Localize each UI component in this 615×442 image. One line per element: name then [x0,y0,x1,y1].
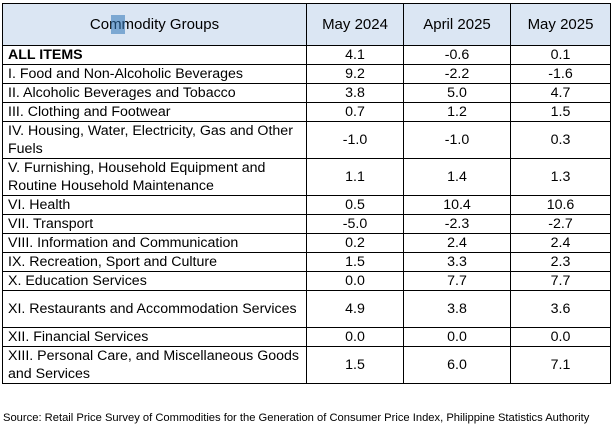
commodity-group-name: VI. Health [2,195,307,215]
value-may-2025: 4.7 [510,83,611,103]
value-may-2025: -2.7 [510,214,611,234]
value-may-2024: 0.0 [306,271,404,291]
table-row: III. Clothing and Footwear 0.7 1.2 1.5 [2,102,611,122]
header-row: Commodity Groups May 2024 April 2025 May… [2,3,611,46]
commodity-group-name: IV. Housing, Water, Electricity, Gas and… [2,121,307,159]
value-may-2024: 3.8 [306,83,404,103]
commodity-group-name: XI. Restaurants and Accommodation Servic… [2,290,307,328]
value-may-2025: 2.4 [510,233,611,253]
value-may-2024: 1.1 [306,158,404,196]
value-may-2025: 3.6 [510,290,611,328]
header-may-2025: May 2025 [510,3,611,46]
value-april-2025: -1.0 [403,121,511,159]
commodity-group-name: X. Education Services [2,271,307,291]
value-may-2024: 0.7 [306,102,404,122]
table-row: II. Alcoholic Beverages and Tobacco 3.8 5.… [2,83,611,103]
value-april-2025: -2.3 [403,214,511,234]
table-row: X. Education Services 0.0 7.7 7.7 [2,271,611,291]
value-may-2024: 0.5 [306,195,404,215]
value-may-2025: 1.3 [510,158,611,196]
commodity-group-name: I. Food and Non-Alcoholic Beverages [2,64,307,84]
commodity-group-name: V. Furnishing, Household Equipment and R… [2,158,307,196]
value-may-2024: 1.5 [306,346,404,384]
source-note: Source: Retail Price Survey of Commoditi… [3,412,590,424]
table-row: XI. Restaurants and Accommodation Servic… [2,290,611,328]
header-commodity-groups: Commodity Groups [2,3,307,46]
value-may-2024: 1.5 [306,252,404,272]
table-row: VII. Transport -5.0 -2.3 -2.7 [2,214,611,234]
value-april-2025: 1.4 [403,158,511,196]
table-row: VI. Health 0.5 10.4 10.6 [2,195,611,215]
commodity-group-name: IX. Recreation, Sport and Culture [2,252,307,272]
value-april-2025: 2.4 [403,233,511,253]
value-april-2025: 3.3 [403,252,511,272]
value-april-2025: -0.6 [403,45,511,65]
value-may-2024: 0.0 [306,327,404,347]
commodity-group-name: VIII. Information and Communication [2,233,307,253]
commodity-group-name: XIII. Personal Care, and Miscellaneous G… [2,346,307,384]
header-commodity-groups-label: Commodity Groups [89,16,220,33]
value-april-2025: 3.8 [403,290,511,328]
inflation-table: Commodity Groups May 2024 April 2025 May… [2,3,611,384]
table-row: I. Food and Non-Alcoholic Beverages 9.2 -2… [2,64,611,84]
header-april-2025: April 2025 [403,3,511,46]
value-may-2025: 10.6 [510,195,611,215]
value-may-2024: -1.0 [306,121,404,159]
value-april-2025: 0.0 [403,327,511,347]
table-row: ALL ITEMS 4.1 -0.6 0.1 [2,45,611,65]
value-april-2025: 5.0 [403,83,511,103]
commodity-group-name: II. Alcoholic Beverages and Tobacco [2,83,307,103]
value-may-2025: 7.7 [510,271,611,291]
table-row: XIII. Personal Care, and Miscellaneous G… [2,346,611,384]
commodity-group-name: VII. Transport [2,214,307,234]
table-row: XII. Financial Services 0.0 0.0 0.0 [2,327,611,347]
table-row: V. Furnishing, Household Equipment and R… [2,158,611,196]
commodity-group-name: ALL ITEMS [2,45,307,65]
value-may-2025: 7.1 [510,346,611,384]
value-may-2025: -1.6 [510,64,611,84]
value-may-2024: 9.2 [306,64,404,84]
value-may-2024: -5.0 [306,214,404,234]
table-row: VIII. Information and Communication 0.2 2.… [2,233,611,253]
value-may-2024: 4.1 [306,45,404,65]
value-may-2024: 4.9 [306,290,404,328]
value-may-2025: 0.0 [510,327,611,347]
value-may-2025: 0.1 [510,45,611,65]
table-header: Commodity Groups May 2024 April 2025 May… [2,3,611,46]
value-april-2025: 6.0 [403,346,511,384]
text-cursor-highlight [111,15,125,34]
value-may-2024: 0.2 [306,233,404,253]
value-may-2025: 2.3 [510,252,611,272]
value-april-2025: 7.7 [403,271,511,291]
commodity-group-name: XII. Financial Services [2,327,307,347]
value-april-2025: -2.2 [403,64,511,84]
value-april-2025: 10.4 [403,195,511,215]
table-row: IV. Housing, Water, Electricity, Gas and… [2,121,611,159]
commodity-group-name: III. Clothing and Footwear [2,102,307,122]
table-row: IX. Recreation, Sport and Culture 1.5 3.3 2… [2,252,611,272]
value-may-2025: 0.3 [510,121,611,159]
table-body: ALL ITEMS 4.1 -0.6 0.1 I. Food and Non-Alcoh… [2,45,611,384]
header-may-2024: May 2024 [306,3,404,46]
value-may-2025: 1.5 [510,102,611,122]
value-april-2025: 1.2 [403,102,511,122]
